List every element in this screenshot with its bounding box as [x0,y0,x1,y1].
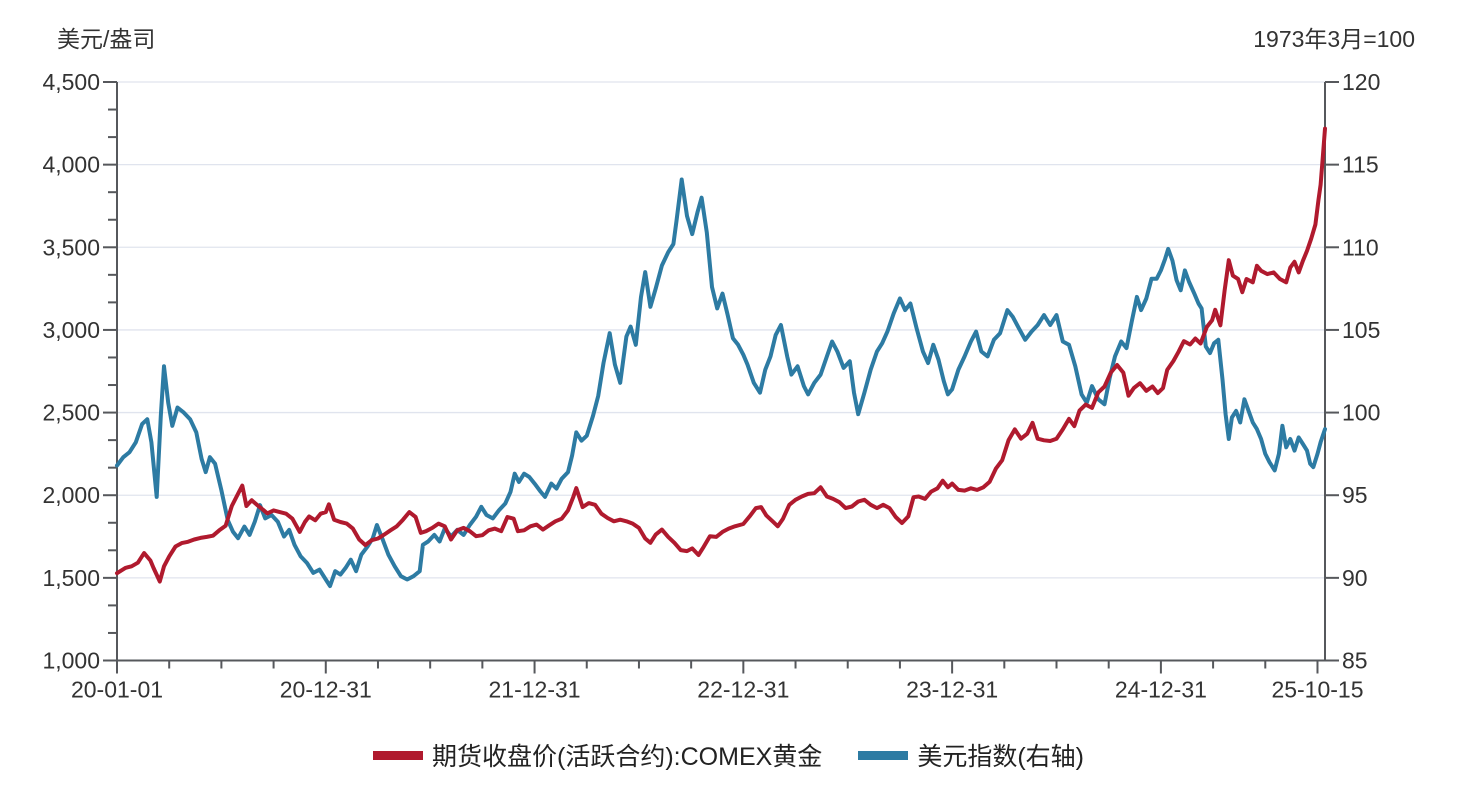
svg-text:2,500: 2,500 [42,400,100,426]
right-axis-title: 1973年3月=100 [1253,26,1415,52]
svg-text:22-12-31: 22-12-31 [697,677,789,703]
svg-text:105: 105 [1342,317,1380,343]
svg-text:85: 85 [1342,648,1368,674]
svg-text:3,000: 3,000 [42,317,100,343]
svg-text:110: 110 [1342,234,1379,260]
gridlines [117,81,1325,579]
legend-item-gold: 期货收盘价(活跃合约):COMEX黄金 [373,737,822,773]
svg-text:23-12-31: 23-12-31 [906,677,998,703]
svg-text:3,500: 3,500 [42,234,100,260]
svg-text:4,500: 4,500 [42,69,100,95]
left-axis-title: 美元/盎司 [57,26,156,52]
y-axis-right: 85 90 95 100 105 110 115 120 [1325,69,1380,674]
gold-series-swatch-icon [373,750,424,760]
svg-text:1,000: 1,000 [42,648,100,674]
svg-text:4,000: 4,000 [42,152,100,178]
x-axis: 20-01-01 20-12-31 21-12-31 22-12-31 23-12-31… [71,660,1364,703]
svg-text:120: 120 [1342,69,1380,95]
svg-text:2,000: 2,000 [42,482,100,508]
svg-text:24-12-31: 24-12-31 [1115,677,1207,703]
dollar-index-line [115,177,1327,589]
legend-item-dxy: 美元指数(右轴) [858,737,1084,773]
svg-text:90: 90 [1342,565,1368,591]
axes [116,82,1326,662]
dollar-index-series-swatch-icon [858,750,909,760]
y-axis-left: 1,000 1,500 2,000 2,500 3,000 3,500 4,000 4,500 [42,69,117,674]
svg-text:1,500: 1,500 [42,565,100,591]
dollar-index-series-label: 美元指数(右轴) [917,743,1084,771]
svg-text:95: 95 [1342,482,1368,508]
gold-price-line [115,126,1327,584]
svg-text:20-01-01: 20-01-01 [71,677,163,703]
svg-text:20-12-31: 20-12-31 [280,677,372,703]
svg-text:21-12-31: 21-12-31 [489,677,581,703]
svg-text:25-10-15: 25-10-15 [1271,677,1363,703]
chart-legend: 期货收盘价(活跃合约):COMEX黄金 美元指数(右轴) [0,737,1457,773]
gold-series-label: 期货收盘价(活跃合约):COMEX黄金 [432,743,823,771]
svg-text:100: 100 [1342,400,1380,426]
svg-text:115: 115 [1342,152,1379,178]
